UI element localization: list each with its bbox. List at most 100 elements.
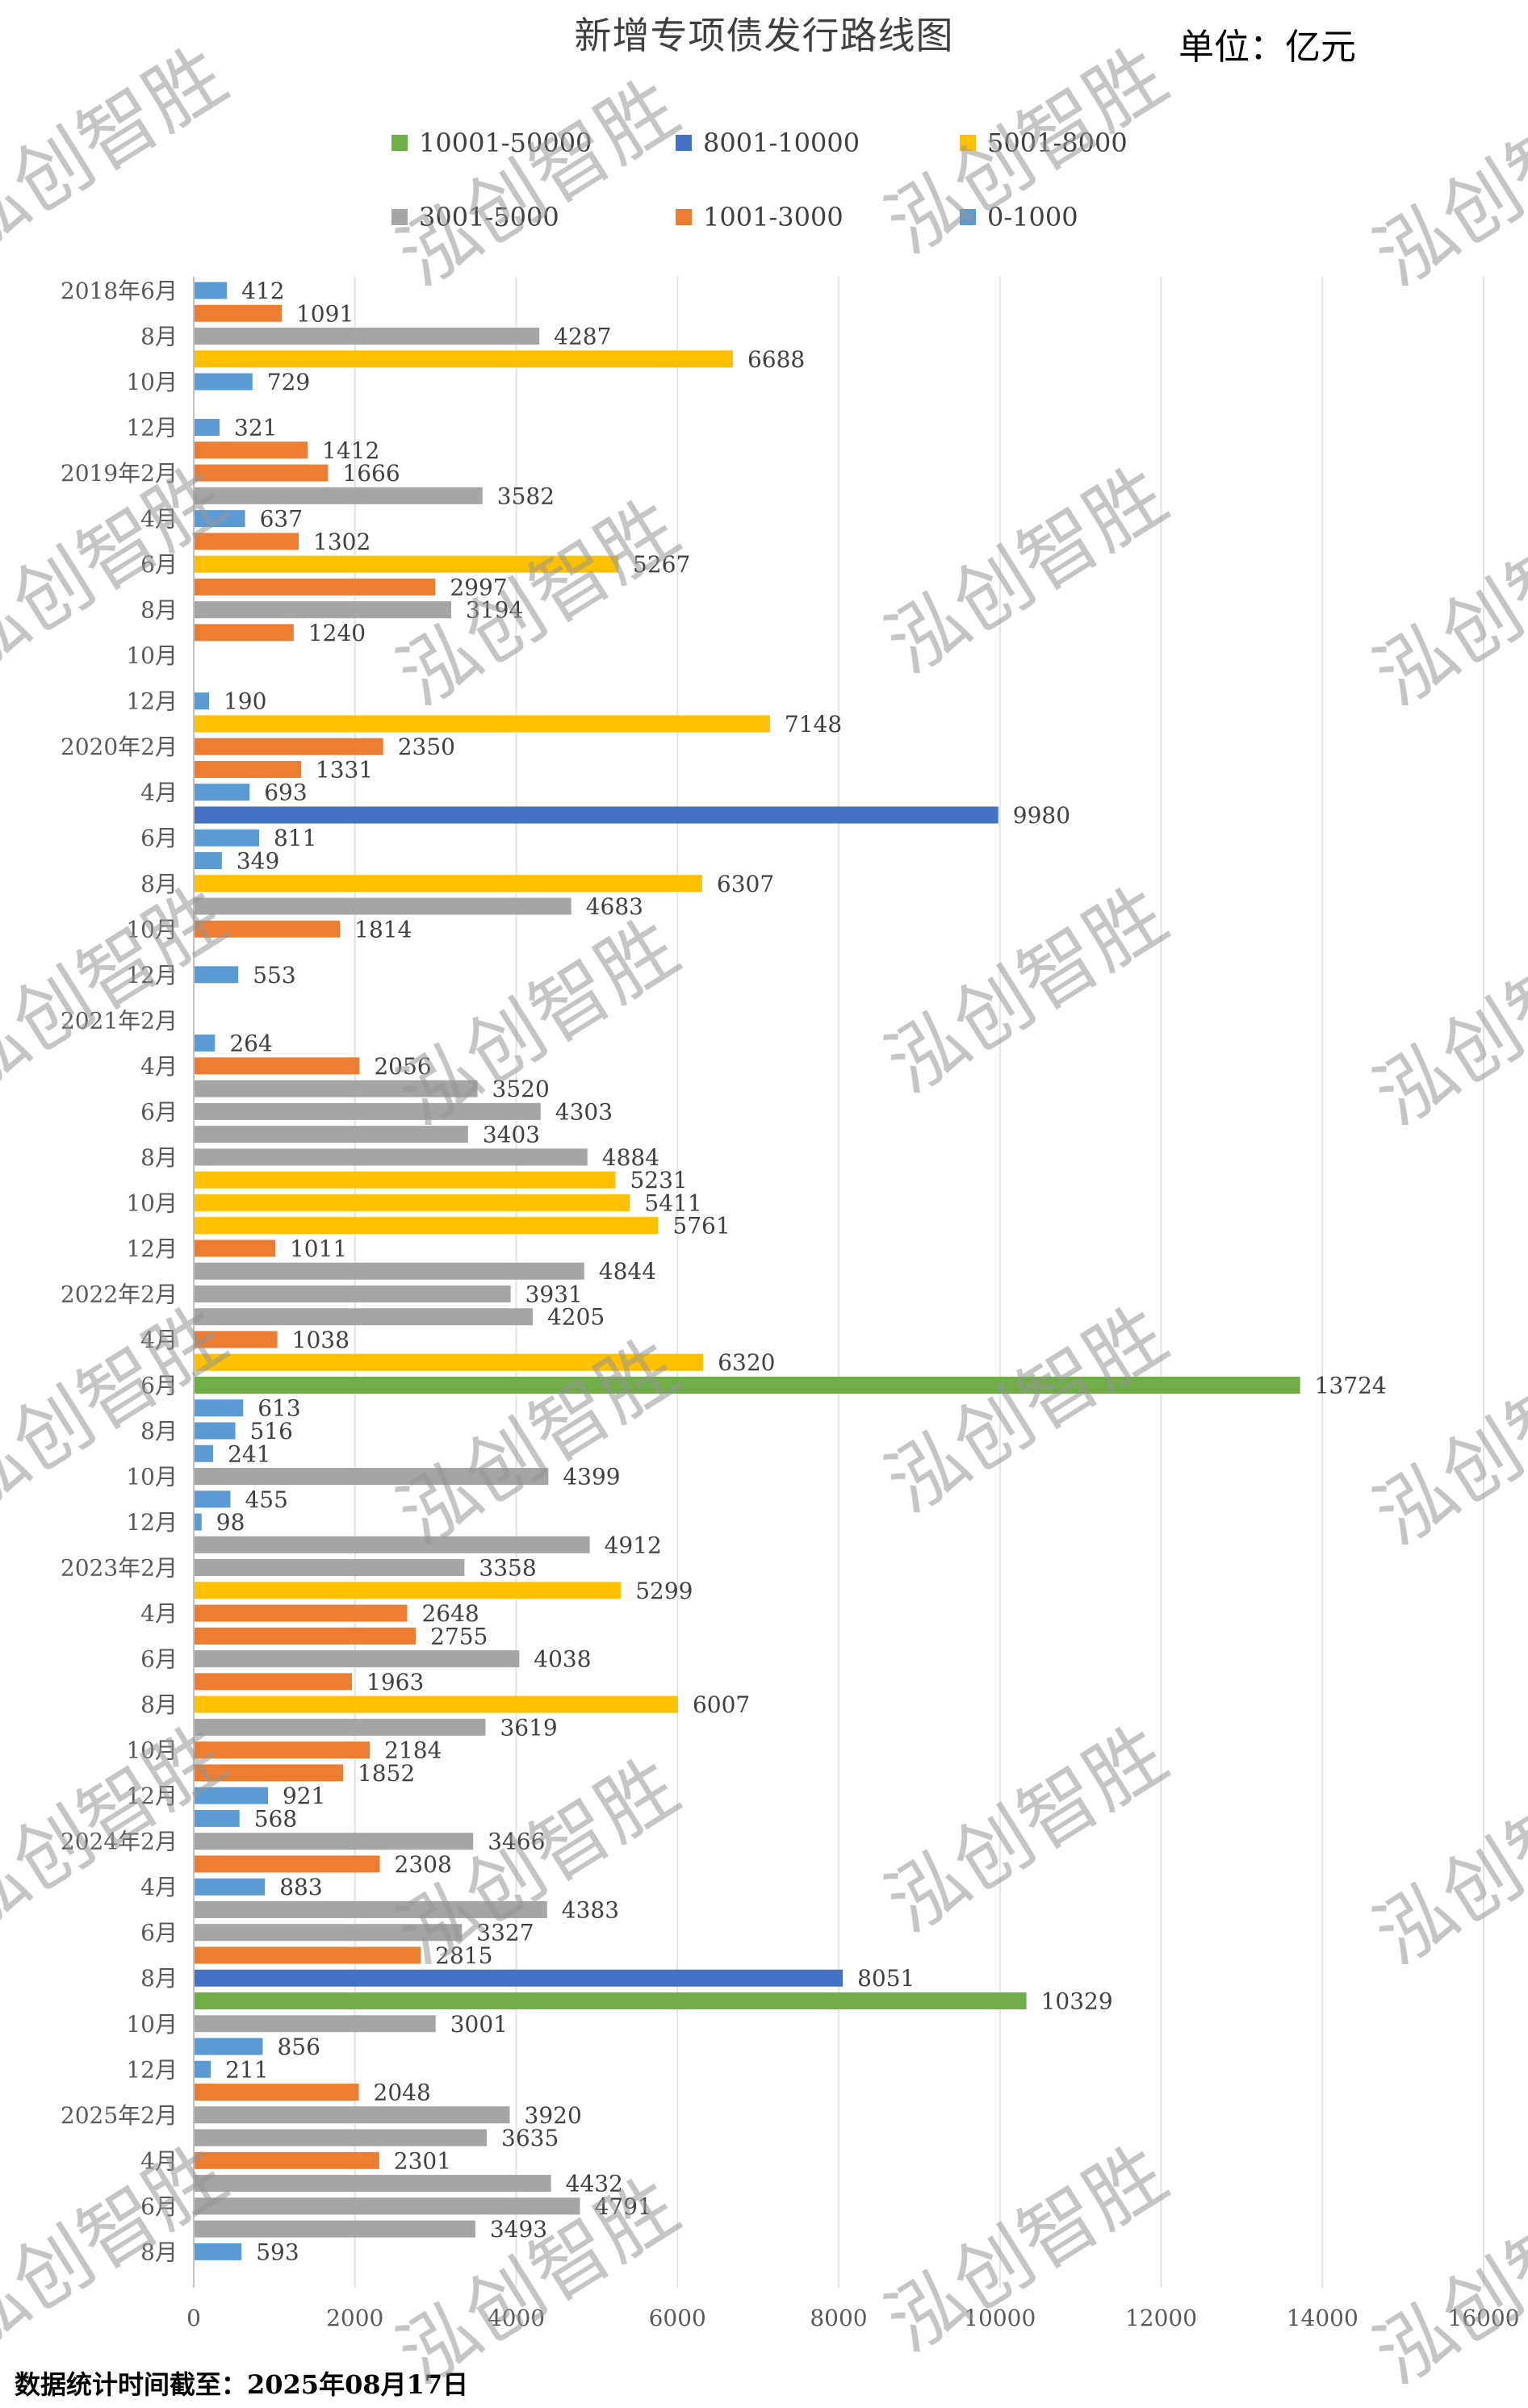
- x-tick-label: 6000: [649, 2305, 706, 2331]
- data-label: 3635: [501, 2125, 559, 2151]
- data-label: 516: [250, 1418, 293, 1444]
- y-tick-label: 12月: [126, 1509, 178, 1536]
- data-label: 8051: [857, 1965, 915, 1992]
- y-tick-label: 2022年2月: [61, 1281, 178, 1307]
- bar-0-1000: [195, 852, 222, 869]
- y-tick-label: 2019年2月: [61, 460, 178, 487]
- data-label: 3001: [450, 2011, 508, 2038]
- bar-3001-5000: [195, 2129, 488, 2147]
- data-label: 856: [277, 2034, 320, 2060]
- data-label: 1038: [292, 1327, 350, 1353]
- bar-0-1000: [195, 2060, 211, 2078]
- bar-1001-3000: [195, 1627, 417, 1645]
- bar-3001-5000: [195, 1262, 584, 1280]
- legend-item: 1001-3000: [676, 202, 844, 232]
- bar-1001-3000: [195, 1673, 353, 1691]
- data-label: 2184: [384, 1737, 442, 1764]
- bar-3001-5000: [195, 328, 540, 345]
- bar-3001-5000: [195, 1559, 465, 1577]
- legend-label: 10001-50000: [419, 128, 592, 158]
- bar-0-1000: [195, 966, 239, 984]
- bar-1001-3000: [195, 760, 301, 778]
- bar-10001-50000: [195, 1992, 1027, 2009]
- bar-0-1000: [195, 1878, 266, 1896]
- bar-8001-10000: [195, 1969, 844, 1987]
- y-tick-label: 2025年2月: [61, 2102, 178, 2129]
- x-tick-label: 2000: [326, 2305, 383, 2331]
- data-label: 2350: [398, 734, 455, 760]
- x-tick-label: 4000: [488, 2305, 545, 2331]
- data-label: 1302: [313, 529, 370, 555]
- data-label: 4303: [555, 1098, 613, 1125]
- bar-5001-8000: [195, 1353, 704, 1371]
- y-tick-label: 10月: [126, 1464, 178, 1490]
- bar-0-1000: [195, 1787, 268, 1804]
- data-label: 4287: [554, 324, 611, 350]
- y-tick-label: 6月: [140, 2193, 178, 2220]
- data-label: 1011: [290, 1235, 347, 1262]
- bar-3001-5000: [195, 1148, 588, 1166]
- data-label: 2755: [430, 1623, 488, 1649]
- bar-3001-5000: [195, 1833, 474, 1850]
- x-tick-label: 10000: [964, 2305, 1036, 2331]
- x-tick-label: 16000: [1447, 2305, 1519, 2331]
- bar-5001-8000: [195, 715, 770, 733]
- data-label: 1852: [358, 1760, 415, 1787]
- y-tick-label: 4月: [140, 2147, 178, 2174]
- bar-5001-8000: [195, 350, 733, 368]
- bar-3001-5000: [195, 1900, 547, 1918]
- data-label: 553: [253, 962, 295, 989]
- data-label: 349: [237, 848, 279, 875]
- bar-3001-5000: [195, 1718, 486, 1736]
- data-label: 9980: [1013, 802, 1070, 829]
- bar-1001-3000: [195, 624, 294, 642]
- data-label: 13724: [1315, 1372, 1387, 1398]
- data-label: 4683: [586, 893, 643, 920]
- x-tick-label: 0: [186, 2305, 201, 2331]
- data-label: 3466: [488, 1829, 545, 1855]
- legend-label: 3001-5000: [419, 202, 559, 232]
- legend-label: 8001-10000: [703, 128, 860, 158]
- data-label: 1963: [366, 1669, 424, 1695]
- legend-label: 1001-3000: [703, 202, 844, 232]
- legend-swatch: [960, 209, 976, 225]
- data-label: 693: [264, 780, 307, 806]
- x-tick-label: 14000: [1287, 2305, 1358, 2331]
- y-tick-label: 8月: [140, 1965, 178, 1992]
- data-label: 2308: [395, 1851, 452, 1878]
- bar-1001-3000: [195, 2084, 359, 2101]
- bar-3001-5000: [195, 1468, 549, 1486]
- bar-3001-5000: [195, 1536, 590, 1553]
- bar-3001-5000: [195, 1102, 541, 1120]
- data-label: 811: [274, 825, 316, 851]
- bar-3001-5000: [195, 897, 571, 915]
- y-tick-label: 8月: [140, 597, 178, 624]
- y-tick-label: 10月: [126, 1737, 178, 1764]
- bar-1001-3000: [195, 1240, 275, 1257]
- data-label: 729: [267, 369, 310, 395]
- data-label: 568: [254, 1805, 297, 1832]
- y-tick-label: 8月: [140, 324, 178, 350]
- bar-3001-5000: [195, 1285, 511, 1302]
- legend-swatch: [391, 209, 408, 225]
- y-tick-label: 12月: [126, 962, 178, 989]
- bar-0-1000: [195, 419, 220, 437]
- bar-0-1000: [195, 1035, 216, 1052]
- y-tick-label: 6月: [140, 1920, 178, 1946]
- x-tick-label: 12000: [1125, 2305, 1197, 2331]
- y-tick-label: 12月: [126, 1235, 178, 1262]
- legend-item: 8001-10000: [676, 128, 860, 158]
- data-label: 2815: [435, 1942, 492, 1969]
- legend-item: 5001-8000: [960, 128, 1128, 158]
- y-tick-label: 12月: [126, 1783, 178, 1809]
- data-label: 10329: [1041, 1988, 1113, 2015]
- bar-0-1000: [195, 1422, 236, 1440]
- y-tick-label: 8月: [140, 871, 178, 897]
- bar-0-1000: [195, 1490, 231, 1508]
- y-tick-label: 6月: [140, 1646, 178, 1673]
- bar-0-1000: [195, 282, 228, 299]
- y-tick-label: 10月: [126, 1189, 178, 1216]
- bar-0-1000: [195, 784, 250, 801]
- bar-3001-5000: [195, 2015, 436, 2033]
- data-label: 1240: [308, 620, 366, 646]
